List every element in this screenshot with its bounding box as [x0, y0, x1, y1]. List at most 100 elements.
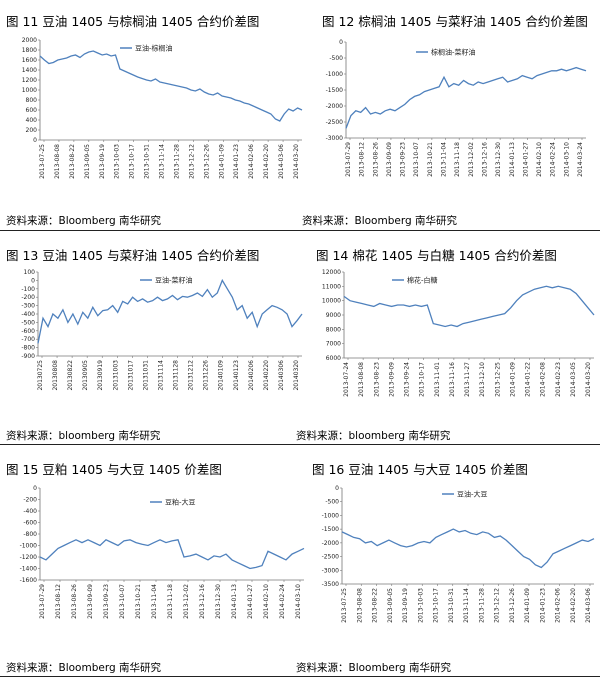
x-tick-label: 20140320	[293, 360, 300, 391]
y-tick-label: 0	[335, 485, 339, 492]
y-tick-label: 11000	[322, 283, 341, 290]
x-tick-label: 20140206	[248, 360, 255, 391]
y-tick-label: 0	[33, 137, 37, 144]
x-tick-label: 2014-03-06	[585, 588, 592, 623]
divider-top	[0, 230, 600, 231]
y-tick-label: -500	[329, 55, 343, 62]
y-tick-label: 7000	[326, 341, 341, 348]
x-tick-label: 2013-11-28	[173, 144, 180, 179]
legend-label: 豆油-棕榈油	[135, 44, 173, 53]
y-tick-label: -3000	[326, 135, 344, 142]
y-tick-label: -400	[23, 508, 37, 515]
y-tick-label: 6000	[326, 355, 341, 362]
x-tick-label: 2013-08-12	[359, 142, 366, 177]
x-tick-label: 2013-11-01	[434, 362, 441, 397]
divider-bottom	[0, 676, 600, 677]
x-tick-label: 2014-01-09	[218, 144, 225, 179]
y-tick-label: -1000	[326, 71, 344, 78]
y-tick-label: 1800	[22, 47, 37, 54]
series-line	[341, 528, 595, 569]
y-tick-label: 800	[26, 97, 38, 104]
y-tick-label: -300	[21, 303, 35, 310]
y-tick-label: 2000	[22, 37, 37, 44]
x-tick-label: 2013-10-17	[419, 362, 426, 397]
y-tick-label: -600	[23, 520, 37, 527]
x-tick-label: 2013-08-26	[372, 142, 379, 177]
figure-13-source: 资料来源：bloomberg 南华研究	[6, 430, 161, 442]
x-tick-label: 2013-10-21	[135, 584, 142, 619]
x-tick-label: 2014-02-23	[555, 362, 562, 397]
x-tick-label: 2014-01-09	[509, 362, 516, 397]
x-tick-label: 2014-02-24	[279, 584, 286, 619]
y-tick-label: 1000	[22, 87, 37, 94]
x-tick-label: 2013-08-23	[373, 362, 380, 397]
x-tick-label: 2013-09-09	[386, 142, 393, 177]
x-tick-label: 2014-02-08	[540, 362, 547, 397]
x-tick-label: 2013-12-02	[468, 142, 475, 177]
y-tick-label: 0	[339, 39, 343, 46]
figure-16-source: 资料来源：Bloomberg 南华研究	[296, 662, 451, 674]
figure-15-source: 资料来源：Bloomberg 南华研究	[6, 662, 161, 674]
figure-12-source: 资料来源：Bloomberg 南华研究	[302, 215, 457, 227]
x-tick-label: 20140220	[263, 360, 270, 391]
y-tick-label: 10000	[322, 298, 341, 305]
y-tick-label: 100	[24, 269, 36, 276]
y-tick-label: -1000	[322, 512, 340, 519]
x-tick-label: 2013-10-31	[144, 144, 151, 179]
x-tick-label: 2014-01-09	[524, 588, 531, 623]
x-tick-label: 2013-11-16	[449, 362, 456, 397]
x-tick-label: 20130725	[37, 360, 44, 391]
x-tick-label: 2013-10-31	[448, 588, 455, 623]
x-tick-label: 2013-09-19	[402, 588, 409, 623]
y-tick-label: -200	[23, 497, 37, 504]
x-tick-label: 2013-09-23	[400, 142, 407, 177]
x-tick-label: 2013-11-28	[478, 588, 485, 623]
divider-middle	[0, 444, 600, 445]
y-tick-label: -1500	[322, 526, 340, 533]
x-tick-label: 2013-09-05	[387, 588, 394, 623]
x-tick-label: 20131226	[203, 360, 210, 391]
x-tick-label: 2013-12-30	[495, 142, 502, 177]
y-tick-label: -3000	[322, 567, 340, 574]
y-tick-label: 200	[26, 127, 38, 134]
x-tick-label: 2013-10-03	[417, 588, 424, 623]
y-tick-label: -1500	[326, 87, 344, 94]
series-line	[39, 539, 305, 570]
x-tick-label: 2013-09-24	[404, 362, 411, 397]
x-tick-label: 2013-12-26	[203, 144, 210, 179]
x-tick-label: 2013-07-29	[345, 142, 352, 177]
x-tick-label: 2013-11-04	[151, 584, 158, 619]
x-tick-label: 2014-01-13	[509, 142, 516, 177]
x-tick-label: 2013-10-21	[427, 142, 434, 177]
series-line	[345, 66, 587, 129]
y-tick-label: -2000	[326, 103, 344, 110]
x-tick-label: 2013-10-17	[129, 144, 136, 179]
x-tick-label: 20131031	[142, 360, 149, 391]
x-tick-label: 20131212	[188, 360, 195, 391]
figure-15-title: 图 15 豆粕 1405 与大豆 1405 价差图	[6, 462, 222, 477]
x-tick-label: 20131128	[173, 360, 180, 391]
x-tick-label: 2014-01-22	[525, 362, 532, 397]
y-tick-label: 0	[33, 485, 37, 492]
x-tick-label: 2014-03-20	[585, 362, 592, 397]
x-tick-label: 2014-01-27	[522, 142, 529, 177]
x-tick-label: 2014-03-24	[577, 142, 584, 177]
chart-figure-12: 0 -500 -1000 -1500 -2000 -2500 -30002013-07-29…	[326, 39, 587, 177]
x-tick-label: 2013-08-08	[356, 588, 363, 623]
x-tick-label: 2014-02-06	[248, 144, 255, 179]
x-tick-label: 2013-12-12	[188, 144, 195, 179]
x-tick-label: 2013-08-22	[69, 144, 76, 179]
y-tick-label: -800	[23, 531, 37, 538]
x-tick-label: 2014-01-27	[247, 584, 254, 619]
x-tick-label: 2013-11-18	[454, 142, 461, 177]
y-tick-label: -200	[21, 294, 35, 301]
figure-12-title: 图 12 棕榈油 1405 与菜籽油 1405 合约价差图	[322, 14, 588, 29]
chart-figure-11: 2000180016001400120010008006004002000201…	[22, 37, 303, 179]
x-tick-label: 2013-11-14	[159, 144, 166, 179]
x-tick-label: 2013-07-25	[341, 588, 348, 623]
x-tick-label: 20131003	[112, 360, 119, 391]
x-tick-label: 2013-08-08	[54, 144, 61, 179]
x-tick-label: 2013-07-29	[39, 584, 46, 619]
series-line	[343, 285, 595, 328]
x-tick-label: 2013-10-03	[114, 144, 121, 179]
